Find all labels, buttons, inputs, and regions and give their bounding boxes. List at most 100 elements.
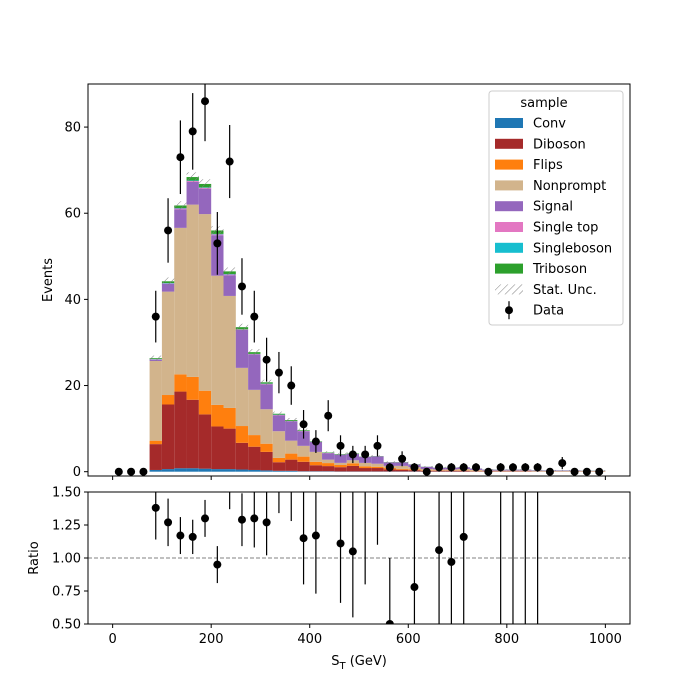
ratio-point-4 — [201, 514, 210, 523]
ratio-point-12 — [299, 534, 308, 543]
legend-entry-flips-swatch — [495, 159, 523, 170]
bar-signal-8 — [248, 354, 261, 390]
legend-entry-triboson-swatch — [495, 263, 523, 274]
bar-conv-2 — [174, 468, 187, 472]
y-axis-title-ratio: Ratio — [27, 541, 42, 574]
legend-entry-data: Data — [505, 301, 564, 320]
stat-unc-band-4 — [198, 179, 212, 189]
legend-entry-data-label: Data — [533, 304, 564, 319]
bar-nonprompt-8 — [248, 389, 261, 436]
ratio-point-21 — [435, 546, 444, 555]
stat-unc-band-10 — [272, 411, 286, 416]
bar-conv-10 — [272, 470, 286, 472]
bar-nonprompt-6 — [223, 295, 236, 408]
bar-nonprompt-17 — [359, 462, 372, 467]
legend-entry-conv: Conv — [495, 117, 566, 132]
bar-signal-10 — [272, 415, 286, 432]
top-axis-ticks: 0 20 40 60 80 — [64, 121, 606, 480]
top-ytick-label-20: 20 — [64, 379, 81, 394]
x-axis-title-main: S — [331, 654, 339, 669]
bar-nonprompt-14 — [322, 459, 335, 464]
stat-unc-band-9 — [260, 379, 273, 385]
bar-flips-3 — [186, 376, 199, 400]
bar-diboson-4 — [198, 414, 212, 469]
ratio-point-19 — [385, 620, 394, 624]
top-ytick-label-60: 60 — [64, 207, 81, 222]
bar-flips-0 — [149, 440, 162, 445]
bar-conv-3 — [186, 468, 199, 472]
bar-flips-16 — [346, 463, 359, 466]
stat-unc-band-8 — [248, 349, 261, 356]
bar-diboson-0 — [149, 444, 162, 470]
data-point-9 — [225, 157, 234, 166]
bar-conv-8 — [248, 469, 261, 472]
bar-nonprompt-18 — [371, 463, 384, 467]
data-point-39 — [595, 467, 604, 476]
ratio-point-22 — [447, 557, 456, 566]
bar-signal-4 — [198, 188, 212, 215]
data-point-1 — [127, 467, 136, 476]
legend-entry-signal-swatch — [495, 201, 523, 212]
data-point-10 — [237, 282, 246, 291]
bar-signal-7 — [235, 329, 249, 368]
bar-flips-8 — [248, 435, 261, 447]
bar-diboson-14 — [322, 466, 335, 472]
legend-entry-singleboson-swatch — [495, 242, 523, 253]
stat-unc-band-22 — [420, 465, 433, 468]
stat-unc-band-3 — [186, 172, 199, 182]
stat-unc-band-11 — [285, 417, 298, 423]
stat-unc-band-1 — [161, 277, 175, 286]
data-point-38 — [582, 467, 591, 476]
data-point-16 — [311, 437, 320, 446]
legend-entry-triboson: Triboson — [495, 262, 587, 277]
stat-unc-band-6 — [223, 267, 236, 276]
ratio-ytick-label-0.50: 0.50 — [52, 618, 81, 633]
legend-entry-signal-label: Signal — [533, 200, 573, 215]
stack-bars — [149, 177, 606, 472]
data-point-17 — [324, 411, 333, 420]
data-point-18 — [336, 441, 345, 450]
bar-nonprompt-2 — [174, 227, 187, 375]
ratio-point-3 — [188, 532, 197, 541]
legend-entry-stat-unc: Stat. Unc. — [495, 283, 597, 298]
data-point-29 — [472, 463, 481, 472]
bar-signal-11 — [285, 421, 298, 441]
data-point-32 — [508, 463, 517, 472]
legend-entry-data-marker — [505, 306, 513, 315]
bar-conv-11 — [285, 470, 298, 472]
bar-signal-2 — [174, 209, 187, 228]
data-points — [114, 84, 604, 476]
data-point-14 — [287, 381, 296, 390]
ratio-point-9 — [262, 518, 271, 527]
legend-entry-triboson-label: Triboson — [532, 262, 587, 277]
data-point-21 — [373, 441, 382, 450]
x-axis-title-subscript: T — [338, 661, 346, 672]
data-point-15 — [299, 420, 308, 429]
bar-diboson-1 — [161, 404, 175, 470]
ratio-point-1 — [164, 518, 173, 527]
bar-signal-18 — [371, 456, 384, 464]
legend-entry-diboson-swatch — [495, 138, 523, 149]
bar-conv-5 — [211, 469, 224, 472]
bar-nonprompt-3 — [186, 204, 199, 377]
ratio-axis-ticks: 0.50 0.75 1.00 1.25 1.50 0 200 400 600 800 1000 — [52, 486, 622, 648]
data-point-11 — [250, 312, 259, 321]
bar-nonprompt-11 — [285, 440, 298, 454]
data-point-22 — [385, 463, 394, 472]
bar-nonprompt-15 — [334, 462, 347, 466]
stat-unc-band-33 — [556, 469, 569, 471]
bar-diboson-5 — [211, 426, 224, 470]
bar-signal-9 — [260, 384, 273, 410]
top-ytick-label-80: 80 — [64, 121, 81, 136]
data-point-27 — [447, 463, 456, 472]
ratio-point-25 — [509, 422, 517, 430]
ratio-point-24 — [497, 448, 505, 456]
ratio-point-14 — [324, 343, 332, 351]
bar-nonprompt-9 — [260, 409, 273, 444]
data-point-30 — [484, 467, 493, 476]
bar-conv-7 — [235, 469, 249, 472]
ratio-xtick-label-1000: 1000 — [589, 632, 622, 647]
data-point-28 — [459, 463, 468, 472]
bar-diboson-2 — [174, 391, 187, 469]
stat-unc-band-2 — [174, 201, 187, 210]
